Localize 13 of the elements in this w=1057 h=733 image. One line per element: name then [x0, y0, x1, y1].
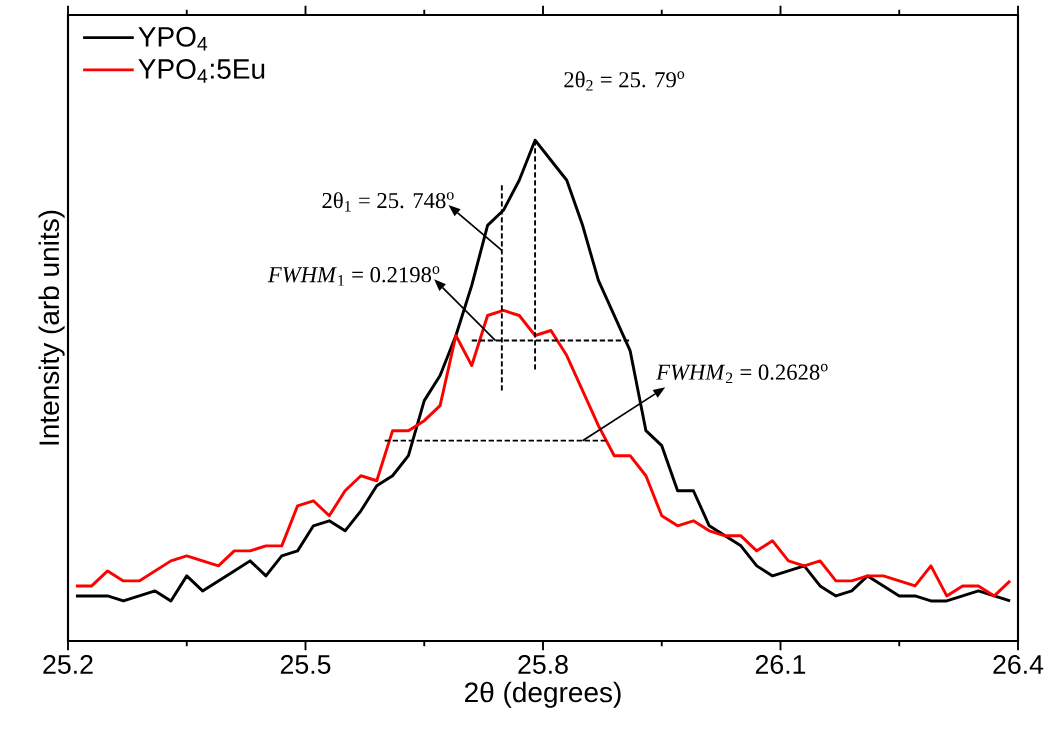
x-axis-title: 2θ (degrees): [465, 681, 621, 708]
x-tick-label: 25.5: [280, 655, 331, 674]
x-tick-label: 26.1: [755, 655, 806, 674]
legend-label: YPO$_{4}$: [138, 26, 208, 51]
annotation: FWHM$_{2}$ = 0.2628$^{o}$: [656, 363, 828, 384]
y-axis-title: Intensity (arb units): [38, 210, 65, 445]
x-tick-label: 25.2: [43, 655, 93, 674]
annotation: FWHM$_{1}$ = 0.2198$^{o}$: [267, 266, 440, 286]
annotation: 2θ$_{2}$ = 25. 79$^{o}$: [564, 71, 685, 91]
x-tick-label: 26.4: [993, 655, 1044, 674]
x-tick-label: 25.8: [518, 655, 568, 674]
legend-label: YPO$_{4}$:5Eu: [138, 59, 265, 83]
annotation: 2θ$_{1}$ = 25. 748$^{o}$: [322, 192, 454, 212]
